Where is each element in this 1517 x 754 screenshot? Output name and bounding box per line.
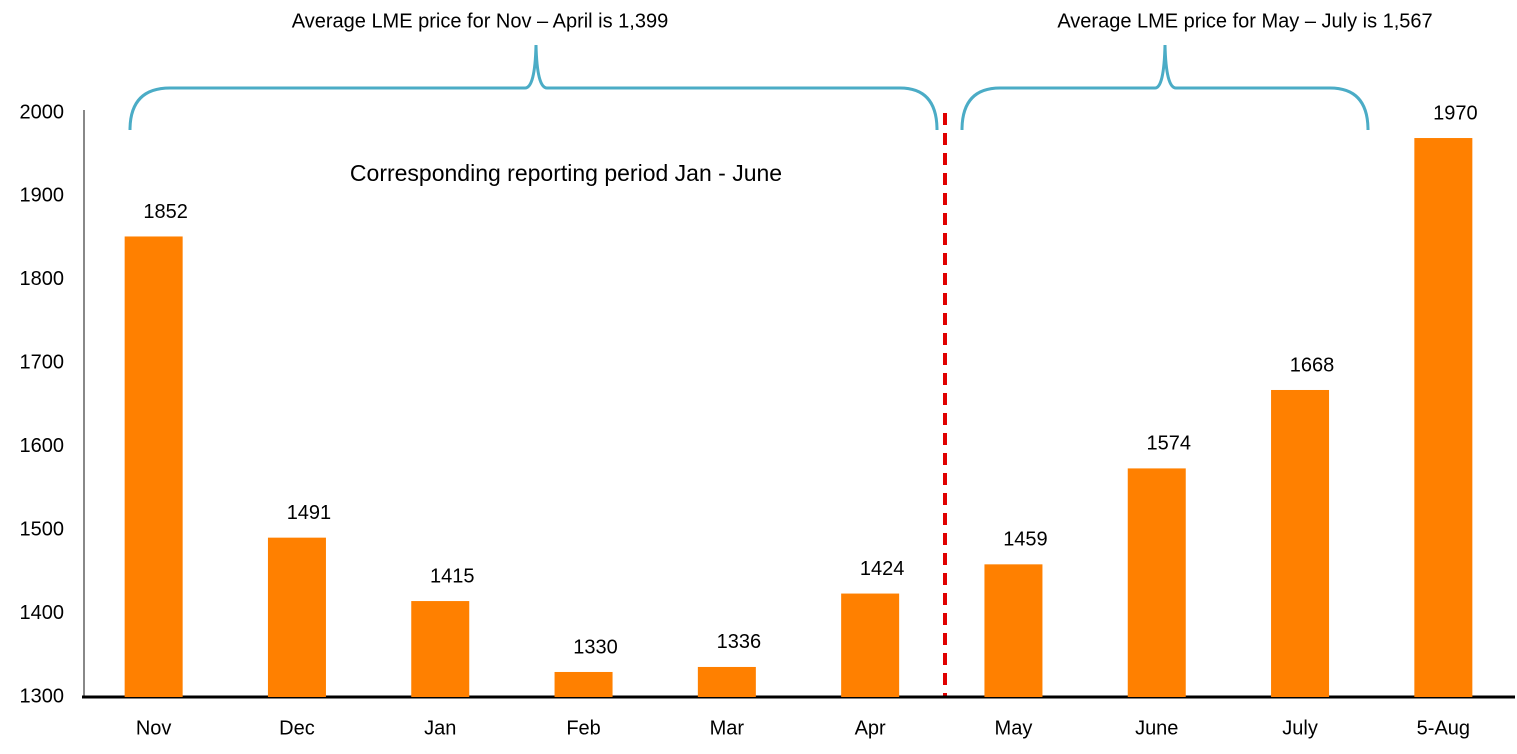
value-label: 1459 [1003, 529, 1048, 551]
brace [960, 44, 1370, 131]
x-tick-label: July [1282, 717, 1318, 739]
y-tick-label: 1500 [20, 518, 65, 540]
x-tick-label: Apr [855, 717, 886, 739]
x-tick-label: Feb [566, 717, 600, 739]
bar [124, 236, 183, 697]
y-tick-label: 1700 [20, 352, 65, 374]
value-label: 1668 [1290, 354, 1335, 376]
annotation: Corresponding reporting period Jan - Jun… [350, 160, 782, 186]
bar [984, 564, 1043, 697]
bar [1127, 468, 1186, 697]
y-tick-label: 1900 [20, 185, 65, 207]
y-tick-label: 1600 [20, 435, 65, 457]
x-tick-label: Jan [424, 717, 456, 739]
x-tick-label: 5-Aug [1417, 717, 1470, 739]
x-tick-label: Mar [710, 717, 745, 739]
annotation: Average LME price for May – July is 1,56… [1057, 10, 1432, 32]
y-tick-label: 1400 [20, 602, 65, 624]
brace [128, 44, 939, 131]
y-tick-label: 1300 [20, 685, 65, 707]
value-label: 1330 [573, 636, 618, 658]
value-label: 1424 [860, 558, 905, 580]
bar [1271, 389, 1330, 697]
bar [411, 601, 470, 697]
x-tick-label: Dec [279, 717, 315, 739]
bar [841, 593, 900, 697]
value-label: 1491 [287, 502, 332, 524]
bar [554, 671, 613, 697]
x-tick-label: May [995, 717, 1033, 739]
value-label: 1970 [1433, 102, 1478, 124]
value-label: 1336 [717, 631, 762, 653]
bar [267, 537, 326, 697]
y-tick-label: 1800 [20, 268, 65, 290]
bar [697, 666, 756, 697]
x-tick-label: Nov [136, 717, 172, 739]
y-tick-label: 2000 [20, 101, 65, 123]
value-label: 1852 [143, 201, 188, 223]
value-label: 1574 [1147, 433, 1192, 455]
x-tick-label: June [1135, 717, 1178, 739]
value-label: 1415 [430, 565, 475, 587]
annotation: Average LME price for Nov – April is 1,3… [292, 10, 668, 32]
bar [1414, 138, 1473, 697]
